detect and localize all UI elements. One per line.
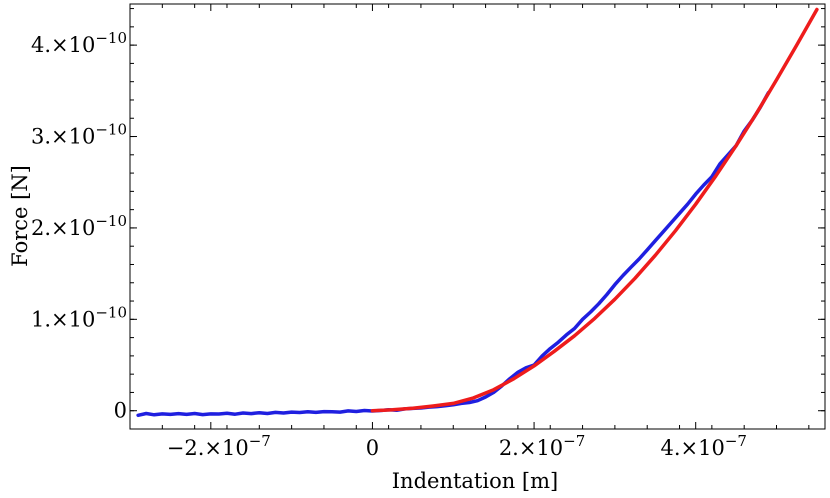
y-tick-label: 3.×10−10 <box>31 121 127 149</box>
y-tick-label: 1.×10−10 <box>31 303 127 331</box>
y-axis-label: Force [N] <box>8 165 32 267</box>
y-tick-label: 4.×10−10 <box>31 29 127 57</box>
x-axis-ticks: −2.×10−7 0 2.×10−7 4.×10−7 <box>129 4 810 460</box>
y-tick-label: 2.×10−10 <box>31 212 127 240</box>
series-line-fit <box>370 7 819 413</box>
series-line-measured <box>136 90 771 418</box>
plot-frame <box>129 3 826 430</box>
x-tick-label: 0 <box>366 436 379 460</box>
x-tick-label: 4.×10−7 <box>660 432 746 460</box>
series-layer <box>136 7 819 418</box>
x-tick-label: 2.×10−7 <box>499 432 585 460</box>
x-tick-label: −2.×10−7 <box>167 432 271 460</box>
y-tick-label: 0 <box>114 399 127 423</box>
x-axis-label: Indentation [m] <box>392 469 558 493</box>
y-axis-ticks: 0 1.×10−10 2.×10−10 3.×10−10 4.×10−10 <box>31 8 825 423</box>
